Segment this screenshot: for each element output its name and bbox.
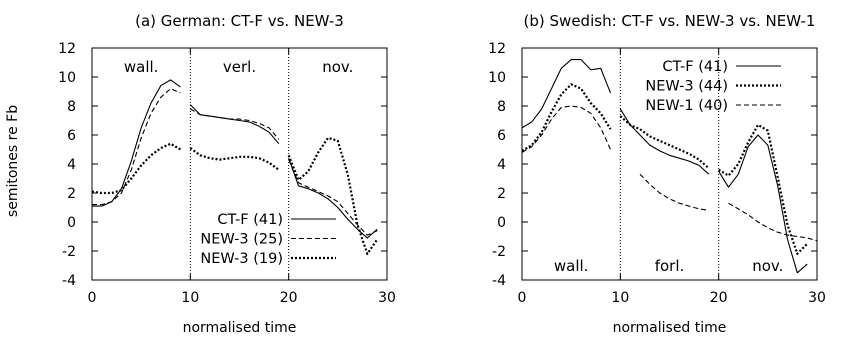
y-tick-label: 2 <box>67 186 76 202</box>
region-label: wall. <box>124 58 159 76</box>
region-label: wall. <box>554 257 589 275</box>
series-line-solid <box>718 134 808 274</box>
legend-label: CT-F (41) <box>662 59 728 75</box>
x-tick-label: 30 <box>378 290 396 306</box>
chart-panel-swedish: (b) Swedish: CT-F vs. NEW-3 vs. NEW-1 wal… <box>488 12 826 336</box>
series-line-solid <box>521 59 612 129</box>
x-axis-label: normalised time <box>613 320 727 336</box>
y-tick-label: 10 <box>58 70 76 86</box>
region-label: nov. <box>752 257 783 275</box>
legend-label: NEW-3 (19) <box>200 251 283 267</box>
y-tick-label: 8 <box>497 99 506 115</box>
series-line-solid <box>619 108 710 175</box>
legend-label: NEW-3 (25) <box>200 232 283 248</box>
region-label: nov. <box>322 58 353 76</box>
chart-title: (a) German: CT-F vs. NEW-3 <box>135 12 344 30</box>
y-tick-label: 12 <box>488 41 506 57</box>
series-line-solid <box>288 158 378 239</box>
series-line-dotted <box>619 115 710 170</box>
x-tick-label: 30 <box>808 290 826 306</box>
series-line-dotted <box>718 123 808 255</box>
y-axis-label: semitones re Fb <box>5 105 21 217</box>
y-tick-label: 4 <box>497 157 506 173</box>
y-tick-label: -2 <box>62 244 76 260</box>
legend-label: NEW-1 (40) <box>645 98 728 114</box>
series-line-dotted <box>521 83 612 152</box>
x-tick-label: 20 <box>280 290 298 306</box>
series-line-dotted <box>287 136 379 255</box>
series-line-dashed <box>728 202 818 242</box>
plot-frame <box>521 47 818 281</box>
y-tick-label: 12 <box>58 41 76 57</box>
x-tick-label: 0 <box>518 290 527 306</box>
series-line-solid <box>92 79 181 207</box>
series-line-solid <box>189 104 280 145</box>
series-line-dotted <box>189 147 280 171</box>
legend-label: NEW-3 (44) <box>645 79 728 95</box>
y-tick-label: 4 <box>67 157 76 173</box>
series-line-dashed <box>92 88 181 206</box>
chart-title: (b) Swedish: CT-F vs. NEW-3 vs. NEW-1 <box>524 12 816 30</box>
y-tick-label: 6 <box>67 128 76 144</box>
y-tick-label: -2 <box>492 244 506 260</box>
chart-panel-german: (a) German: CT-F vs. NEW-3 wall. verl. nov.… <box>58 12 396 336</box>
series-line-dotted <box>91 142 182 195</box>
y-tick-label: 2 <box>497 186 506 202</box>
y-tick-label: 0 <box>67 215 76 231</box>
y-tick-label: -4 <box>62 273 76 289</box>
x-tick-label: 10 <box>181 290 199 306</box>
x-axis-label: normalised time <box>183 320 297 336</box>
region-label: forl. <box>655 257 685 275</box>
x-tick-label: 0 <box>88 290 97 306</box>
y-tick-label: 10 <box>488 70 506 86</box>
legend-label: CT-F (41) <box>217 212 283 228</box>
plot-frame <box>91 47 388 281</box>
y-tick-label: 6 <box>497 128 506 144</box>
series-line-dashed <box>190 108 280 140</box>
y-tick-label: 8 <box>67 99 76 115</box>
x-tick-label: 20 <box>710 290 728 306</box>
series-line-dashed <box>639 173 709 211</box>
y-tick-label: -4 <box>492 273 506 289</box>
x-tick-label: 10 <box>611 290 629 306</box>
series-line-dashed <box>521 105 612 153</box>
region-label: verl. <box>223 58 256 76</box>
series-line-dashed <box>288 159 378 236</box>
y-tick-label: 0 <box>497 215 506 231</box>
